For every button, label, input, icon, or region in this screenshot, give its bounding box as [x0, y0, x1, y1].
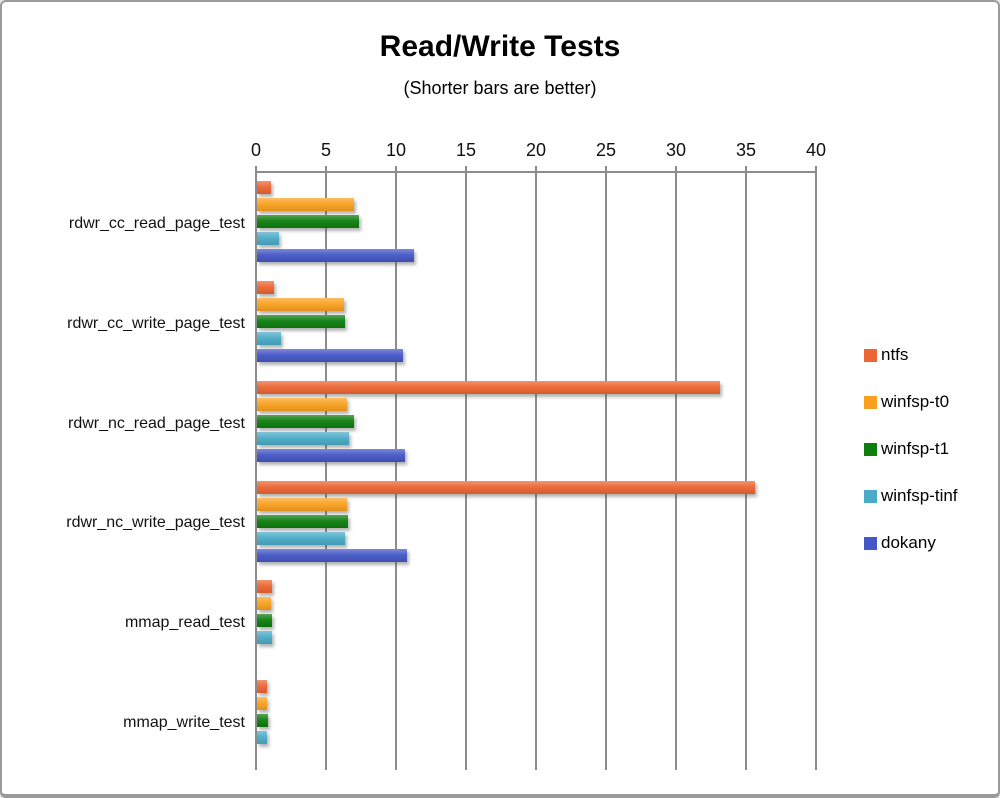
value-axis-tick-label: 25 [595, 140, 617, 160]
bar-winfsp-t1 [257, 515, 348, 528]
bar-ntfs [257, 680, 267, 693]
bar-winfsp-t0 [257, 498, 347, 511]
value-axis-tickmark [255, 166, 257, 172]
legend-swatch [864, 348, 877, 362]
category-label: mmap_write_test [123, 714, 245, 731]
value-axis-tickmark [815, 166, 817, 172]
legend: ntfs winfsp-t0 winfsp-t1 winfsp-tinf dokany [864, 345, 958, 553]
bar-winfsp-t0 [257, 398, 347, 411]
value-axis-tickmark [395, 166, 397, 172]
value-axis-tick-label: 35 [735, 140, 757, 160]
gridline [465, 171, 467, 770]
bar-winfsp-tinf [257, 432, 349, 445]
bar-ntfs [257, 181, 271, 194]
legend-item-ntfs: ntfs [864, 345, 958, 365]
bar-winfsp-tinf [257, 232, 279, 245]
bar-ntfs [257, 580, 272, 593]
gridline [535, 171, 537, 770]
value-axis-tick-label: 5 [320, 140, 331, 160]
value-axis-tick-label: 10 [385, 140, 407, 160]
legend-item-winfsp-t1: winfsp-t1 [864, 439, 958, 459]
gridline [325, 171, 327, 770]
legend-swatch [864, 536, 877, 550]
bar-dokany [257, 249, 414, 262]
category-label: rdwr_nc_read_page_test [67, 415, 245, 432]
value-axis-tickmark [325, 166, 327, 172]
value-axis-tick-label: 40 [805, 140, 827, 160]
legend-label: dokany [881, 533, 936, 552]
legend-label: winfsp-t1 [881, 439, 950, 458]
category-label: rdwr_cc_write_page_test [67, 315, 245, 332]
gridline [675, 171, 677, 770]
bar-dokany [257, 549, 407, 562]
category-label: rdwr_nc_write_page_test [66, 514, 245, 531]
gridline [395, 171, 397, 770]
legend-label: ntfs [881, 345, 909, 364]
bar-winfsp-t1 [257, 315, 345, 328]
bar-ntfs [257, 481, 755, 494]
bar-winfsp-tinf [257, 631, 272, 644]
bar-winfsp-t1 [257, 215, 359, 228]
value-axis-tickmark [745, 166, 747, 172]
bar-winfsp-t1 [257, 614, 272, 627]
value-axis-tick-label: 0 [250, 140, 261, 160]
legend-label: winfsp-tinf [881, 486, 958, 505]
bar-winfsp-t1 [257, 714, 268, 727]
value-axis-tickmark [465, 166, 467, 172]
legend-swatch [864, 395, 877, 409]
bar-dokany [257, 449, 405, 462]
value-axis-tickmark [605, 166, 607, 172]
legend-item-winfsp-t0: winfsp-t0 [864, 392, 958, 412]
legend-item-dokany: dokany [864, 533, 958, 553]
bar-winfsp-t1 [257, 415, 354, 428]
chart-title: Read/Write Tests [379, 30, 621, 63]
value-axis-tickmark [675, 166, 677, 172]
category-label: rdwr_cc_read_page_test [68, 215, 245, 232]
bar-dokany [257, 349, 403, 362]
legend-label: winfsp-t0 [881, 392, 950, 411]
bar-winfsp-tinf [257, 532, 345, 545]
gridline [255, 171, 257, 770]
bar-winfsp-t0 [257, 298, 344, 311]
legend-item-winfsp-tinf: winfsp-tinf [864, 486, 958, 506]
value-axis-tick-label: 20 [525, 140, 547, 160]
value-axis-tick-label: 15 [455, 140, 477, 160]
gridline [745, 171, 747, 770]
category-label: mmap_read_test [124, 614, 245, 631]
bar-winfsp-t0 [257, 697, 267, 710]
value-axis-tickmark [535, 166, 537, 172]
bar-winfsp-tinf [257, 332, 281, 345]
legend-swatch [864, 442, 877, 456]
gridline [815, 171, 817, 770]
gridline [605, 171, 607, 770]
bar-ntfs [257, 281, 274, 294]
chart-subtitle: (Shorter bars are better) [403, 78, 597, 98]
bar-winfsp-tinf [257, 731, 267, 744]
value-axis-tick-label: 30 [665, 140, 687, 160]
bar-winfsp-t0 [257, 597, 271, 610]
legend-swatch [864, 489, 877, 503]
bar-ntfs [257, 381, 720, 394]
bar-winfsp-t0 [257, 198, 354, 211]
